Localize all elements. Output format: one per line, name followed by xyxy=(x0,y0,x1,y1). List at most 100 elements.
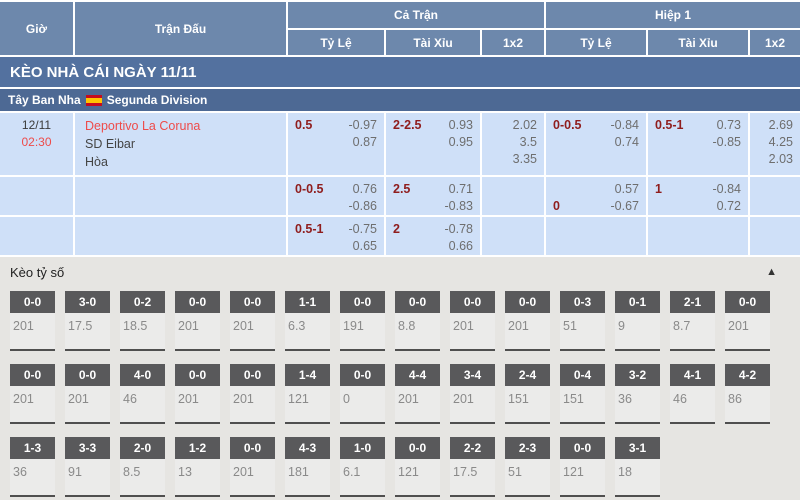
collapse-arrow-icon[interactable]: ▲ xyxy=(766,266,777,278)
score-cell[interactable]: 0-0 201 xyxy=(230,437,275,497)
section-title-bar: KÈO NHÀ CÁI NGÀY 11/11 xyxy=(0,57,800,87)
score-cell[interactable]: 0-0 201 xyxy=(175,291,220,351)
score-cell[interactable]: 2-0 8.5 xyxy=(120,437,165,497)
ft-handicap-cell[interactable]: 0.5-1 -0.75 0.65 xyxy=(288,217,384,255)
score-cell[interactable]: 1-4 121 xyxy=(285,364,330,424)
score-cell[interactable]: 0-0 201 xyxy=(10,291,55,351)
score-cell[interactable]: 0-0 201 xyxy=(175,364,220,424)
score-cell[interactable]: 3-1 18 xyxy=(615,437,660,497)
odds-row: 12/11 02:30 Deportivo La Coruna SD Eibar Hòa… xyxy=(0,113,800,175)
score-label: 4-3 xyxy=(285,437,330,459)
ft-over-under-cell[interactable]: 2.5 0.71 -0.83 xyxy=(386,177,480,215)
h1-handicap-cell[interactable]: 0.57 0 -0.67 xyxy=(546,177,646,215)
score-odds: 0 xyxy=(343,392,350,406)
score-section: Kèo tỷ số ▲ 0-0 201 3-0 17.5 0-2 18.5 0-0 201 0-… xyxy=(0,257,800,500)
league-bar[interactable]: Tây Ban Nha Segunda Division xyxy=(0,89,800,111)
odds-line: 4.25 xyxy=(750,134,800,151)
h1-over-under-cell[interactable]: 0.5-1 0.73 -0.85 xyxy=(648,113,748,175)
score-cell[interactable]: 0-0 201 xyxy=(230,364,275,424)
h1-over-under-cell[interactable]: 1 -0.84 0.72 xyxy=(648,177,748,215)
score-cell[interactable]: 4-0 46 xyxy=(120,364,165,424)
score-cell[interactable]: 0-0 191 xyxy=(340,291,385,351)
score-cell[interactable]: 3-2 36 xyxy=(615,364,660,424)
score-cell[interactable]: 0-0 201 xyxy=(65,364,110,424)
odds-line: -0.86 xyxy=(288,198,384,215)
score-label: 0-0 xyxy=(65,364,110,386)
score-cell[interactable]: 0-0 201 xyxy=(725,291,770,351)
score-cell[interactable]: 0-0 121 xyxy=(395,437,440,497)
score-cell[interactable]: 2-4 151 xyxy=(505,364,550,424)
odds-value: 0.66 xyxy=(448,239,473,253)
odds-value: -0.84 xyxy=(610,118,640,132)
score-odds: 18.5 xyxy=(123,319,148,333)
score-cell[interactable]: 0-0 201 xyxy=(230,291,275,351)
score-cell[interactable]: 4-1 46 xyxy=(670,364,715,424)
score-odds: 181 xyxy=(288,465,309,479)
score-cell[interactable]: 0-3 51 xyxy=(560,291,605,351)
score-odds: 201 xyxy=(453,392,474,406)
score-odds: 46 xyxy=(673,392,687,406)
score-cell[interactable]: 4-3 181 xyxy=(285,437,330,497)
odds-line: 0-0.5 0.76 xyxy=(288,181,384,198)
score-cell[interactable]: 0-0 0 xyxy=(340,364,385,424)
h1-1x2-cell xyxy=(750,217,800,255)
score-label: 0-4 xyxy=(560,364,605,386)
h1-1x2-cell[interactable]: 2.69 4.25 2.03 xyxy=(750,113,800,175)
home-team-link[interactable]: Deportivo La Coruna xyxy=(85,119,201,133)
score-cell[interactable]: 3-0 17.5 xyxy=(65,291,110,351)
score-label: 3-2 xyxy=(615,364,660,386)
score-cell[interactable]: 0-1 9 xyxy=(615,291,660,351)
match-time-cell xyxy=(0,177,73,215)
score-section-title: Kèo tỷ số xyxy=(10,264,65,280)
score-odds: 36 xyxy=(618,392,632,406)
col-header-ft-1x2: 1x2 xyxy=(482,30,544,55)
score-odds: 201 xyxy=(508,319,529,333)
score-odds: 6.1 xyxy=(343,465,361,479)
h1-handicap-cell[interactable]: 0-0.5 -0.84 0.74 xyxy=(546,113,646,175)
score-cell[interactable]: 0-0 201 xyxy=(450,291,495,351)
score-cell[interactable]: 2-3 51 xyxy=(505,437,550,497)
col-header-time: Giờ xyxy=(0,2,73,55)
score-odds: 201 xyxy=(233,319,254,333)
score-label: 0-0 xyxy=(725,291,770,313)
odds-value: -0.83 xyxy=(444,199,474,213)
score-label: 1-3 xyxy=(10,437,55,459)
score-cell[interactable]: 0-0 201 xyxy=(10,364,55,424)
score-cell[interactable]: 4-2 86 xyxy=(725,364,770,424)
odds-line: 0.5 -0.97 xyxy=(288,117,384,134)
away-team-link[interactable]: SD Eibar xyxy=(85,137,136,151)
ft-over-under-cell[interactable]: 2 -0.78 0.66 xyxy=(386,217,480,255)
score-odds: 201 xyxy=(68,392,89,406)
score-odds: 51 xyxy=(508,465,522,479)
score-cell[interactable]: 2-2 17.5 xyxy=(450,437,495,497)
score-cell[interactable]: 0-0 201 xyxy=(505,291,550,351)
score-cell[interactable]: 0-0 8.8 xyxy=(395,291,440,351)
score-cell[interactable]: 1-3 36 xyxy=(10,437,55,497)
score-label: 2-1 xyxy=(670,291,715,313)
odds-value: 0.93 xyxy=(448,118,473,132)
score-label: 0-0 xyxy=(230,291,275,313)
ft-1x2-cell[interactable]: 2.02 3.5 3.35 xyxy=(482,113,544,175)
ft-over-under-cell[interactable]: 2-2.5 0.93 0.95 xyxy=(386,113,480,175)
score-odds: 201 xyxy=(13,392,34,406)
handicap-value: 0.5-1 xyxy=(655,118,684,132)
score-cell[interactable]: 0-4 151 xyxy=(560,364,605,424)
score-cell[interactable]: 4-4 201 xyxy=(395,364,440,424)
score-cell[interactable]: 3-4 201 xyxy=(450,364,495,424)
score-row: 0-0 201 3-0 17.5 0-2 18.5 0-0 201 0-0 201 1-1 6.3 0-… xyxy=(10,291,800,351)
score-cell[interactable]: 1-2 13 xyxy=(175,437,220,497)
score-label: 2-0 xyxy=(120,437,165,459)
ft-handicap-cell[interactable]: 0.5 -0.97 0.87 xyxy=(288,113,384,175)
draw-label: Hòa xyxy=(85,155,108,169)
score-cell[interactable]: 2-1 8.7 xyxy=(670,291,715,351)
score-cell[interactable]: 0-2 18.5 xyxy=(120,291,165,351)
score-label: 0-0 xyxy=(10,364,55,386)
score-cell[interactable]: 1-1 6.3 xyxy=(285,291,330,351)
odds-value: -0.67 xyxy=(610,199,640,213)
odds-value: -0.75 xyxy=(348,222,378,236)
score-cell[interactable]: 1-0 6.1 xyxy=(340,437,385,497)
ft-handicap-cell[interactable]: 0-0.5 0.76 -0.86 xyxy=(288,177,384,215)
col-header-full-time: Cả Trận xyxy=(288,2,544,28)
score-cell[interactable]: 3-3 91 xyxy=(65,437,110,497)
score-cell[interactable]: 0-0 121 xyxy=(560,437,605,497)
